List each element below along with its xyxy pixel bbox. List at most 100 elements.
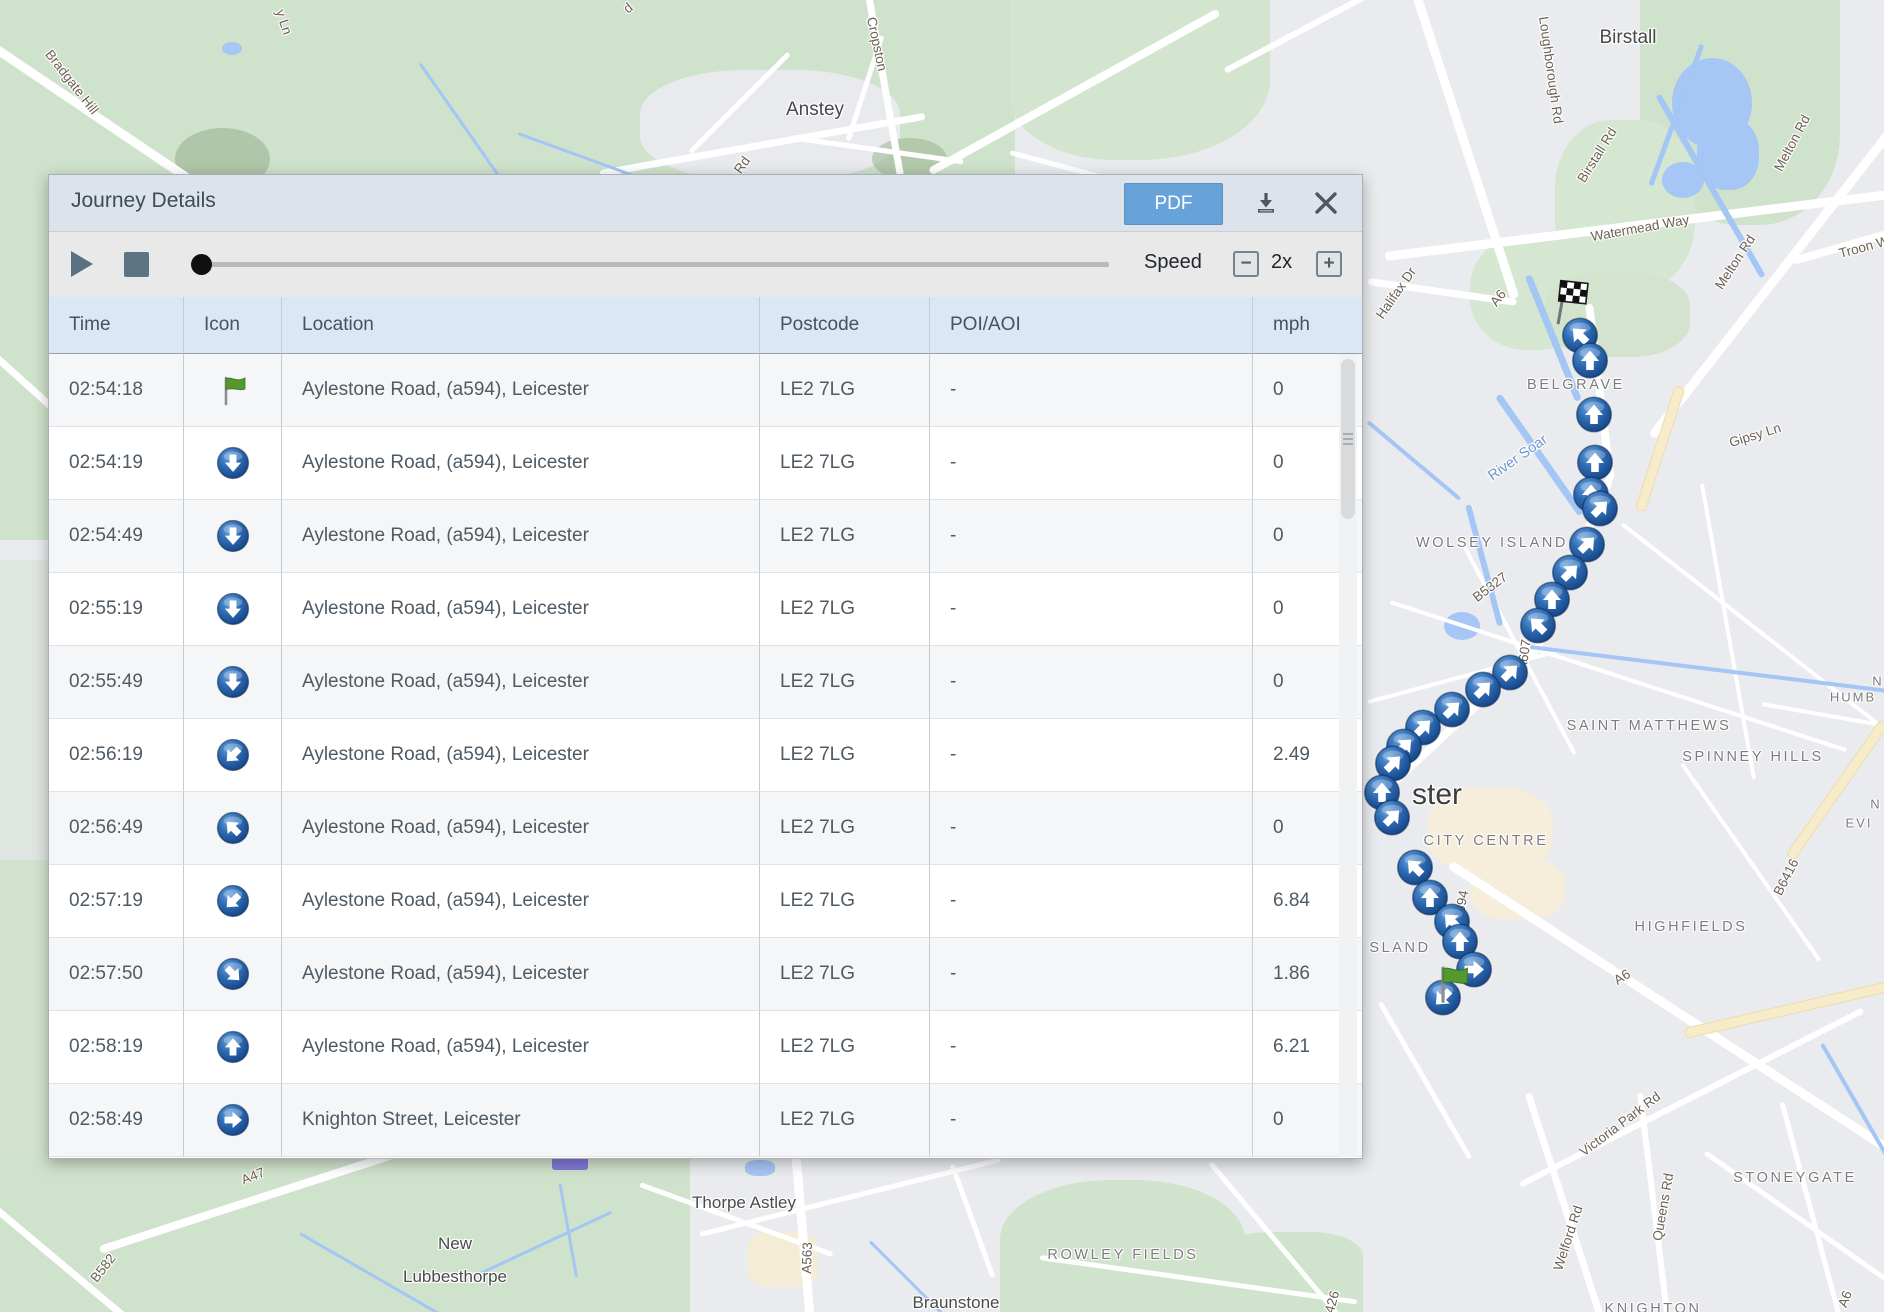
map-label: Lubbesthorpe xyxy=(403,1267,507,1287)
table-row[interactable]: 02:57:19 Aylestone Road, (a594), Leicest… xyxy=(49,865,1362,938)
map-label: KNIGHTON xyxy=(1604,1301,1701,1312)
map-label: WOLSEY ISLAND xyxy=(1416,535,1568,551)
arrow-down-left-icon xyxy=(216,884,250,918)
table-scrollbar-thumb[interactable] xyxy=(1341,359,1355,519)
panel-title: Journey Details xyxy=(71,189,216,213)
download-icon xyxy=(1251,188,1281,218)
water-segment xyxy=(1367,420,1461,500)
download-button[interactable] xyxy=(1251,188,1281,218)
table-row[interactable]: 02:54:18 Aylestone Road, (a594), Leicest… xyxy=(49,354,1362,427)
map-label: Braunstone xyxy=(913,1293,1000,1312)
green-flag-icon xyxy=(1429,961,1475,1007)
column-header-time: Time xyxy=(49,297,184,354)
terrain-patch xyxy=(745,1160,775,1176)
close-button[interactable] xyxy=(1311,188,1341,218)
road-segment xyxy=(1780,1102,1853,1312)
arrow-down-icon xyxy=(216,446,250,480)
time-cell: 02:58:19 xyxy=(49,1011,184,1084)
timeline-slider-handle[interactable] xyxy=(191,254,212,275)
table-row[interactable]: 02:54:19 Aylestone Road, (a594), Leicest… xyxy=(49,427,1362,500)
timeline-slider-track[interactable] xyxy=(201,262,1109,267)
column-header-icon: Icon xyxy=(184,297,282,354)
time-cell: 02:54:18 xyxy=(49,354,184,427)
arrow-up-left-icon xyxy=(216,811,250,845)
icon-cell xyxy=(184,646,282,719)
arrow-down-left-icon xyxy=(216,738,250,772)
time-cell: 02:54:19 xyxy=(49,427,184,500)
location-cell: Knighton Street, Leicester xyxy=(282,1084,760,1157)
map-label: CITY CENTRE xyxy=(1423,833,1548,849)
table-row[interactable]: 02:56:19 Aylestone Road, (a594), Leicest… xyxy=(49,719,1362,792)
terrain-patch xyxy=(0,1159,690,1312)
pdf-button[interactable]: PDF xyxy=(1124,183,1223,225)
play-button[interactable] xyxy=(71,251,93,277)
location-cell: Aylestone Road, (a594), Leicester xyxy=(282,792,760,865)
poi-cell: - xyxy=(930,646,1253,719)
time-cell: 02:55:19 xyxy=(49,573,184,646)
direction-arrow-icon xyxy=(1571,342,1609,380)
arrow-down-right-icon xyxy=(216,957,250,991)
map-label: Gipsy Ln xyxy=(1727,420,1782,450)
map-label: Halifax Dr xyxy=(1373,264,1419,321)
speed-decrease-button[interactable]: − xyxy=(1233,251,1259,277)
map-label: A563 xyxy=(799,1242,815,1274)
speed-increase-button[interactable]: + xyxy=(1316,251,1342,277)
column-header-mph: mph xyxy=(1253,297,1362,354)
postcode-cell: LE2 7LG xyxy=(760,938,930,1011)
poi-cell: - xyxy=(930,938,1253,1011)
panel-titlebar: Journey Details PDF xyxy=(49,175,1362,232)
map-label: N xyxy=(1872,674,1883,689)
table-row[interactable]: 02:58:49 Knighton Street, LeicesterLE2 7… xyxy=(49,1084,1362,1157)
route-arrow-marker[interactable] xyxy=(1575,396,1613,439)
direction-arrow-icon xyxy=(1373,799,1411,837)
postcode-cell: LE2 7LG xyxy=(760,646,930,719)
postcode-cell: LE2 7LG xyxy=(760,1084,930,1157)
icon-cell xyxy=(184,573,282,646)
table-row[interactable]: 02:56:49 Aylestone Road, (a594), Leicest… xyxy=(49,792,1362,865)
arrow-up-icon xyxy=(216,1030,250,1064)
journey-table-body: 02:54:18 Aylestone Road, (a594), Leicest… xyxy=(49,354,1362,1157)
map-label: SPINNEY HILLS xyxy=(1682,749,1824,765)
postcode-cell: LE2 7LG xyxy=(760,719,930,792)
terrain-patch xyxy=(1010,0,1270,160)
time-cell: 02:58:49 xyxy=(49,1084,184,1157)
terrain-patch xyxy=(0,560,48,860)
road-segment xyxy=(1762,702,1884,742)
map-label: STONEYGATE xyxy=(1733,1170,1857,1186)
postcode-cell: LE2 7LG xyxy=(760,500,930,573)
icon-cell xyxy=(184,792,282,865)
table-row[interactable]: 02:54:49 Aylestone Road, (a594), Leicest… xyxy=(49,500,1362,573)
route-arrow-marker[interactable] xyxy=(1571,342,1609,385)
stop-button[interactable] xyxy=(124,252,149,277)
arrow-right-icon xyxy=(216,1103,250,1137)
terrain-patch xyxy=(222,42,242,55)
road-segment xyxy=(1684,956,1884,1039)
poi-cell: - xyxy=(930,500,1253,573)
direction-arrow-icon xyxy=(1575,396,1613,434)
playback-controls: Speed − 2x + xyxy=(49,232,1362,298)
poi-cell: - xyxy=(930,719,1253,792)
road-segment xyxy=(1785,719,1884,860)
postcode-cell: LE2 7LG xyxy=(760,354,930,427)
table-row[interactable]: 02:55:49 Aylestone Road, (a594), Leicest… xyxy=(49,646,1362,719)
column-header-poi: POI/AOI xyxy=(930,297,1253,354)
poi-cell: - xyxy=(930,573,1253,646)
location-cell: Aylestone Road, (a594), Leicester xyxy=(282,938,760,1011)
table-row[interactable]: 02:57:50 Aylestone Road, (a594), Leicest… xyxy=(49,938,1362,1011)
location-cell: Aylestone Road, (a594), Leicester xyxy=(282,1011,760,1084)
close-icon xyxy=(1312,189,1340,217)
map-label: New xyxy=(438,1234,472,1254)
route-arrow-marker[interactable] xyxy=(1373,799,1411,842)
route-arrow-marker[interactable] xyxy=(1519,607,1557,650)
table-row[interactable]: 02:55:19 Aylestone Road, (a594), Leicest… xyxy=(49,573,1362,646)
table-scrollbar[interactable] xyxy=(1339,354,1357,1157)
water-segment xyxy=(1820,1043,1884,1227)
postcode-cell: LE2 7LG xyxy=(760,1011,930,1084)
location-cell: Aylestone Road, (a594), Leicester xyxy=(282,719,760,792)
scrollbar-grip-icon xyxy=(1343,433,1353,435)
map-label: Loughborough Rd xyxy=(1536,15,1566,124)
route-end-flag-marker[interactable] xyxy=(1429,961,1475,1012)
icon-cell xyxy=(184,938,282,1011)
table-row[interactable]: 02:58:19 Aylestone Road, (a594), Leicest… xyxy=(49,1011,1362,1084)
poi-cell: - xyxy=(930,1011,1253,1084)
